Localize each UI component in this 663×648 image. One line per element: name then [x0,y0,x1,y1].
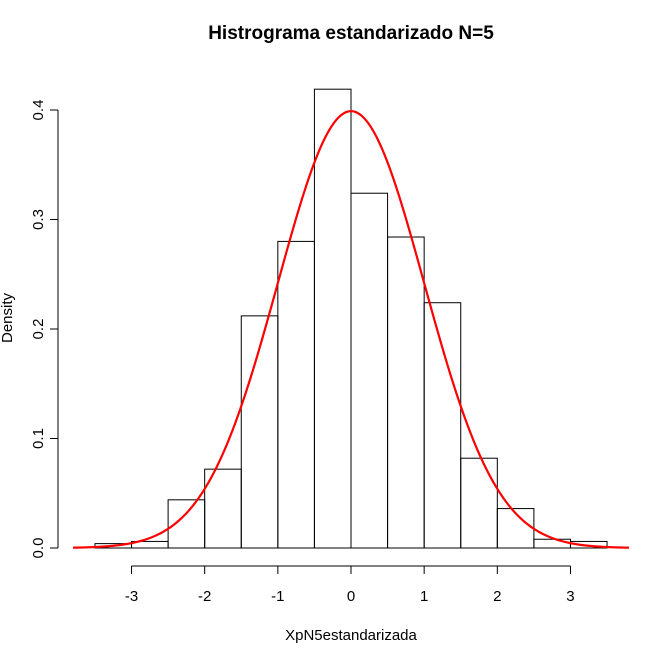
y-tick-label: 0.2 [30,319,47,340]
histogram-bars [94,88,608,549]
x-tick-label: 1 [420,588,428,605]
y-tick-label: 0.0 [30,538,47,559]
y-axis-label: Density [0,292,16,343]
y-tick-label: 0.1 [30,428,47,449]
histogram-bar [533,538,571,549]
y-tick-label: 0.4 [30,100,47,121]
y-tick-label: 0.3 [30,209,47,230]
x-tick-label: -2 [198,588,211,605]
x-tick-label: 2 [493,588,501,605]
x-tick-label: 3 [566,588,574,605]
x-tick-label: -3 [125,588,138,605]
y-axis: 0.0 0.1 0.2 0.3 0.4 [30,100,59,559]
histogram-bar [460,457,498,549]
histogram-bar [387,236,425,549]
histogram-bar [569,540,608,549]
histogram-bar [350,192,389,549]
x-axis-label: XpN5estandarizada [285,627,417,644]
x-tick-label: -1 [271,588,284,605]
histogram-bar [277,240,315,549]
x-axis: -3 -2 -1 0 1 2 3 [125,565,575,605]
x-tick-label: 0 [347,588,355,605]
histogram-bar [313,88,352,549]
normal-density-curve [72,110,630,549]
chart-title: Histrograma estandarizado N=5 [208,23,494,44]
histogram-bar [423,302,462,549]
